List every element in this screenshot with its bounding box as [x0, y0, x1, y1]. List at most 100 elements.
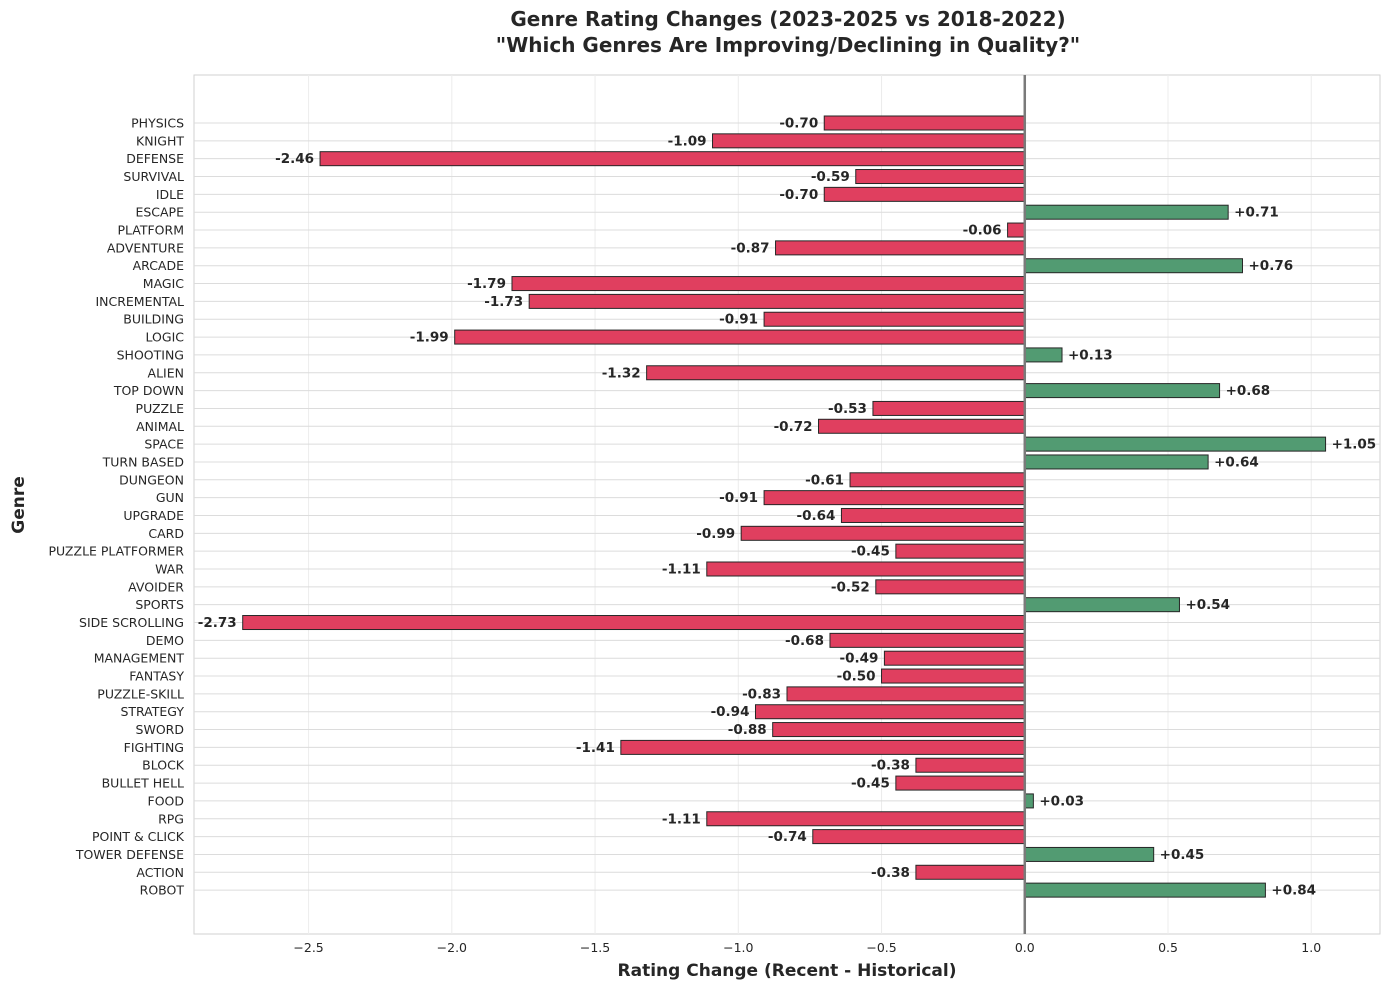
y-tick-label: TOP DOWN — [113, 383, 184, 398]
x-tick-label: −2.0 — [437, 940, 467, 955]
y-tick-label: FIGHTING — [124, 740, 184, 755]
y-tick-label: PLATFORM — [117, 223, 184, 238]
y-tick-label: ARCADE — [133, 258, 185, 273]
bar-defense — [319, 151, 1026, 167]
value-label: -1.09 — [668, 133, 707, 149]
value-label: -0.45 — [851, 544, 890, 560]
y-tick-label: PUZZLE — [136, 401, 185, 416]
value-label: -1.73 — [484, 294, 523, 310]
y-tick-label: TOWER DEFENSE — [75, 847, 184, 862]
bar-platform — [1007, 222, 1026, 238]
bar-puzzle-platformer — [895, 543, 1026, 559]
bar-space — [1024, 436, 1327, 452]
x-tick-label: 0.0 — [1015, 940, 1035, 955]
value-label: -0.50 — [837, 669, 876, 685]
bar-alien — [646, 365, 1026, 381]
chart-subtitle: "Which Genres Are Improving/Declining in… — [496, 33, 1080, 57]
value-label: -0.94 — [711, 704, 750, 720]
value-label: -0.64 — [797, 508, 836, 524]
y-tick-label: UPGRADE — [123, 508, 184, 523]
y-tick-label: PHYSICS — [131, 116, 184, 131]
bar-building — [763, 311, 1026, 327]
y-tick-label: DEMO — [146, 633, 184, 648]
bar-management — [883, 650, 1026, 666]
bar-food — [1024, 793, 1034, 809]
y-tick-label: SIDE SCROLLING — [79, 615, 184, 630]
y-tick-label: BULLET HELL — [102, 776, 184, 791]
bar-puzzle-skill — [786, 686, 1026, 702]
value-label: -0.38 — [871, 758, 910, 774]
y-tick-label: DEFENSE — [126, 151, 184, 166]
bar-logic — [454, 329, 1026, 345]
value-label: -0.74 — [768, 829, 807, 845]
bar-animal — [818, 418, 1026, 434]
bar-block — [915, 757, 1026, 773]
bars — [242, 115, 1327, 898]
value-label: +1.05 — [1332, 437, 1377, 453]
y-tick-label: DUNGEON — [119, 472, 184, 487]
bar-bullet-hell — [895, 775, 1026, 791]
x-tick-label: 1.0 — [1301, 940, 1321, 955]
bar-idle — [823, 186, 1026, 202]
y-tick-label: PUZZLE-SKILL — [97, 686, 184, 701]
value-label: -0.61 — [805, 472, 844, 488]
value-label: +0.71 — [1234, 205, 1279, 221]
y-tick-label: LOGIC — [146, 330, 185, 345]
y-tick-label: WAR — [155, 562, 184, 577]
y-tick-label: STRATEGY — [120, 704, 184, 719]
y-tick-labels: PHYSICS KNIGHT DEFENSE SURVIVAL IDLE ESCAPE PL… — [48, 116, 184, 898]
value-label: +0.45 — [1160, 847, 1205, 863]
bar-incremental — [528, 293, 1026, 309]
y-tick-label: SPORTS — [135, 597, 184, 612]
bar-side-scrolling — [242, 615, 1026, 631]
bar-knight — [712, 133, 1026, 149]
value-label: +0.64 — [1214, 454, 1259, 470]
bar-survival — [855, 169, 1026, 185]
y-tick-label: FOOD — [148, 793, 185, 808]
value-label: -0.91 — [719, 490, 758, 506]
value-label: -1.32 — [602, 365, 641, 381]
value-label: -0.70 — [779, 116, 818, 132]
bar-rpg — [706, 811, 1026, 827]
y-tick-label: CARD — [148, 526, 184, 541]
value-label: -1.11 — [662, 811, 701, 827]
value-label: +0.54 — [1185, 597, 1230, 613]
chart-title: Genre Rating Changes (2023-2025 vs 2018-… — [510, 7, 1065, 31]
bar-sword — [772, 722, 1026, 738]
value-label: -0.91 — [719, 312, 758, 328]
bar-sports — [1024, 597, 1180, 613]
y-tick-label: ACTION — [136, 865, 184, 880]
bar-fantasy — [881, 668, 1026, 684]
value-label: -1.79 — [467, 276, 506, 292]
value-label: -0.59 — [811, 169, 850, 185]
value-label: +0.68 — [1226, 383, 1271, 399]
y-tick-label: ANIMAL — [136, 419, 184, 434]
bar-top-down — [1024, 383, 1221, 399]
value-label: -0.83 — [742, 686, 781, 702]
x-tick-label: 0.5 — [1158, 940, 1178, 955]
bar-adventure — [775, 240, 1026, 256]
value-label: -0.45 — [851, 776, 890, 792]
value-label: -0.49 — [839, 651, 878, 667]
value-label: +0.84 — [1271, 883, 1316, 899]
value-label: -1.11 — [662, 562, 701, 578]
y-tick-label: BUILDING — [123, 312, 184, 327]
y-tick-label: FANTASY — [129, 669, 184, 684]
y-tick-label: RPG — [158, 811, 184, 826]
value-label: -0.87 — [731, 240, 770, 256]
y-tick-label: SURVIVAL — [123, 169, 184, 184]
y-tick-label: POINT & CLICK — [92, 829, 185, 844]
value-label: +0.76 — [1248, 258, 1293, 274]
value-label: -0.68 — [785, 633, 824, 649]
x-tick-label: −1.0 — [723, 940, 753, 955]
y-tick-label: TURN BASED — [102, 454, 184, 469]
bar-shooting — [1024, 347, 1063, 363]
bar-physics — [823, 115, 1026, 131]
value-label: -1.99 — [410, 330, 449, 346]
bar-robot — [1024, 882, 1266, 898]
y-tick-label: MANAGEMENT — [94, 651, 185, 666]
y-tick-label: BLOCK — [142, 758, 185, 773]
y-tick-label: KNIGHT — [136, 133, 184, 148]
y-tick-label: ROBOT — [140, 883, 185, 898]
bar-turn-based — [1024, 454, 1209, 470]
